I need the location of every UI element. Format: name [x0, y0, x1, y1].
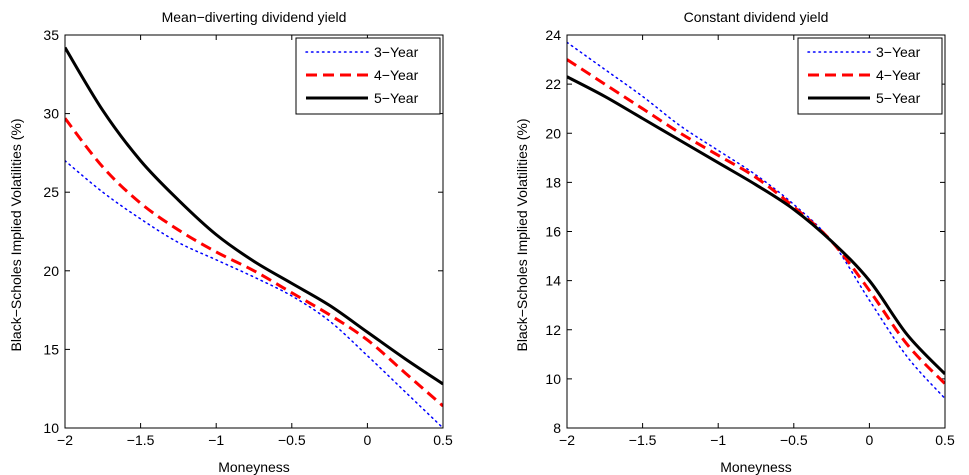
- y-tick-label: 35: [43, 27, 59, 43]
- y-tick-label: 15: [43, 341, 59, 357]
- x-axis-label: Moneyness: [218, 459, 290, 475]
- y-tick-label: 10: [545, 371, 561, 387]
- series-line-4-year: [65, 117, 443, 408]
- y-axis-label: Black−Scholes Implied Volatilities (%): [8, 118, 24, 351]
- legend: 3−Year 4−Year 5−Year: [295, 37, 441, 115]
- series-line-5-year: [567, 75, 945, 376]
- x-tick-label: 0.5: [433, 432, 453, 448]
- y-tick-label: 16: [545, 224, 561, 240]
- x-tick-label: −2: [559, 432, 575, 448]
- plot-area-frame: [64, 34, 444, 429]
- y-tick-label: 12: [545, 322, 561, 338]
- axis-ticks: −2 −1.5 −1 −0.5 0 0.5 8 10 12 14 16 18 20 22 24: [545, 27, 955, 448]
- plot-area-frame: [566, 34, 946, 429]
- series-line-5-year: [65, 46, 443, 386]
- y-tick-label: 20: [545, 125, 561, 141]
- series-line-3-year: [65, 160, 443, 428]
- legend-label: 5−Year: [876, 90, 921, 106]
- series-lines: [65, 46, 443, 428]
- chart-title: Constant dividend yield: [684, 9, 829, 25]
- series-line-4-year: [567, 58, 945, 385]
- y-tick-label: 14: [545, 273, 561, 289]
- y-axis-label: Black−Scholes Implied Volatilities (%): [514, 118, 530, 351]
- axis-ticks: −2 −1.5 −1 −0.5 0 0.5 10 15 20 25 30 35: [43, 27, 453, 448]
- y-tick-label: 22: [545, 76, 561, 92]
- legend: 3−Year 4−Year 5−Year: [797, 37, 943, 115]
- chart-panel-mean-diverting: Mean−diverting dividend yield Moneyness …: [8, 9, 453, 475]
- x-tick-label: −1: [710, 432, 726, 448]
- chart-title: Mean−diverting dividend yield: [162, 9, 347, 25]
- series-lines: [567, 41, 945, 400]
- y-tick-label: 8: [553, 420, 561, 436]
- y-tick-label: 20: [43, 263, 59, 279]
- x-tick-label: −0.5: [278, 432, 306, 448]
- x-tick-label: −0.5: [780, 432, 808, 448]
- y-tick-label: 10: [43, 420, 59, 436]
- legend-label: 4−Year: [374, 67, 419, 83]
- x-axis-label: Moneyness: [720, 459, 792, 475]
- legend-label: 4−Year: [876, 67, 921, 83]
- x-tick-label: 0: [866, 432, 874, 448]
- chart-panel-constant: Constant dividend yield Moneyness Black−…: [514, 9, 955, 475]
- x-tick-label: −1.5: [127, 432, 155, 448]
- x-tick-label: 0: [364, 432, 372, 448]
- x-tick-label: −2: [57, 432, 73, 448]
- x-tick-label: −1.5: [629, 432, 657, 448]
- y-tick-label: 24: [545, 27, 561, 43]
- legend-label: 3−Year: [876, 44, 921, 60]
- legend-label: 5−Year: [374, 90, 419, 106]
- series-line-3-year: [567, 41, 945, 400]
- x-tick-label: −1: [208, 432, 224, 448]
- y-tick-label: 25: [43, 184, 59, 200]
- x-tick-label: 0.5: [935, 432, 955, 448]
- legend-label: 3−Year: [374, 44, 419, 60]
- y-tick-label: 30: [43, 106, 59, 122]
- y-tick-label: 18: [545, 174, 561, 190]
